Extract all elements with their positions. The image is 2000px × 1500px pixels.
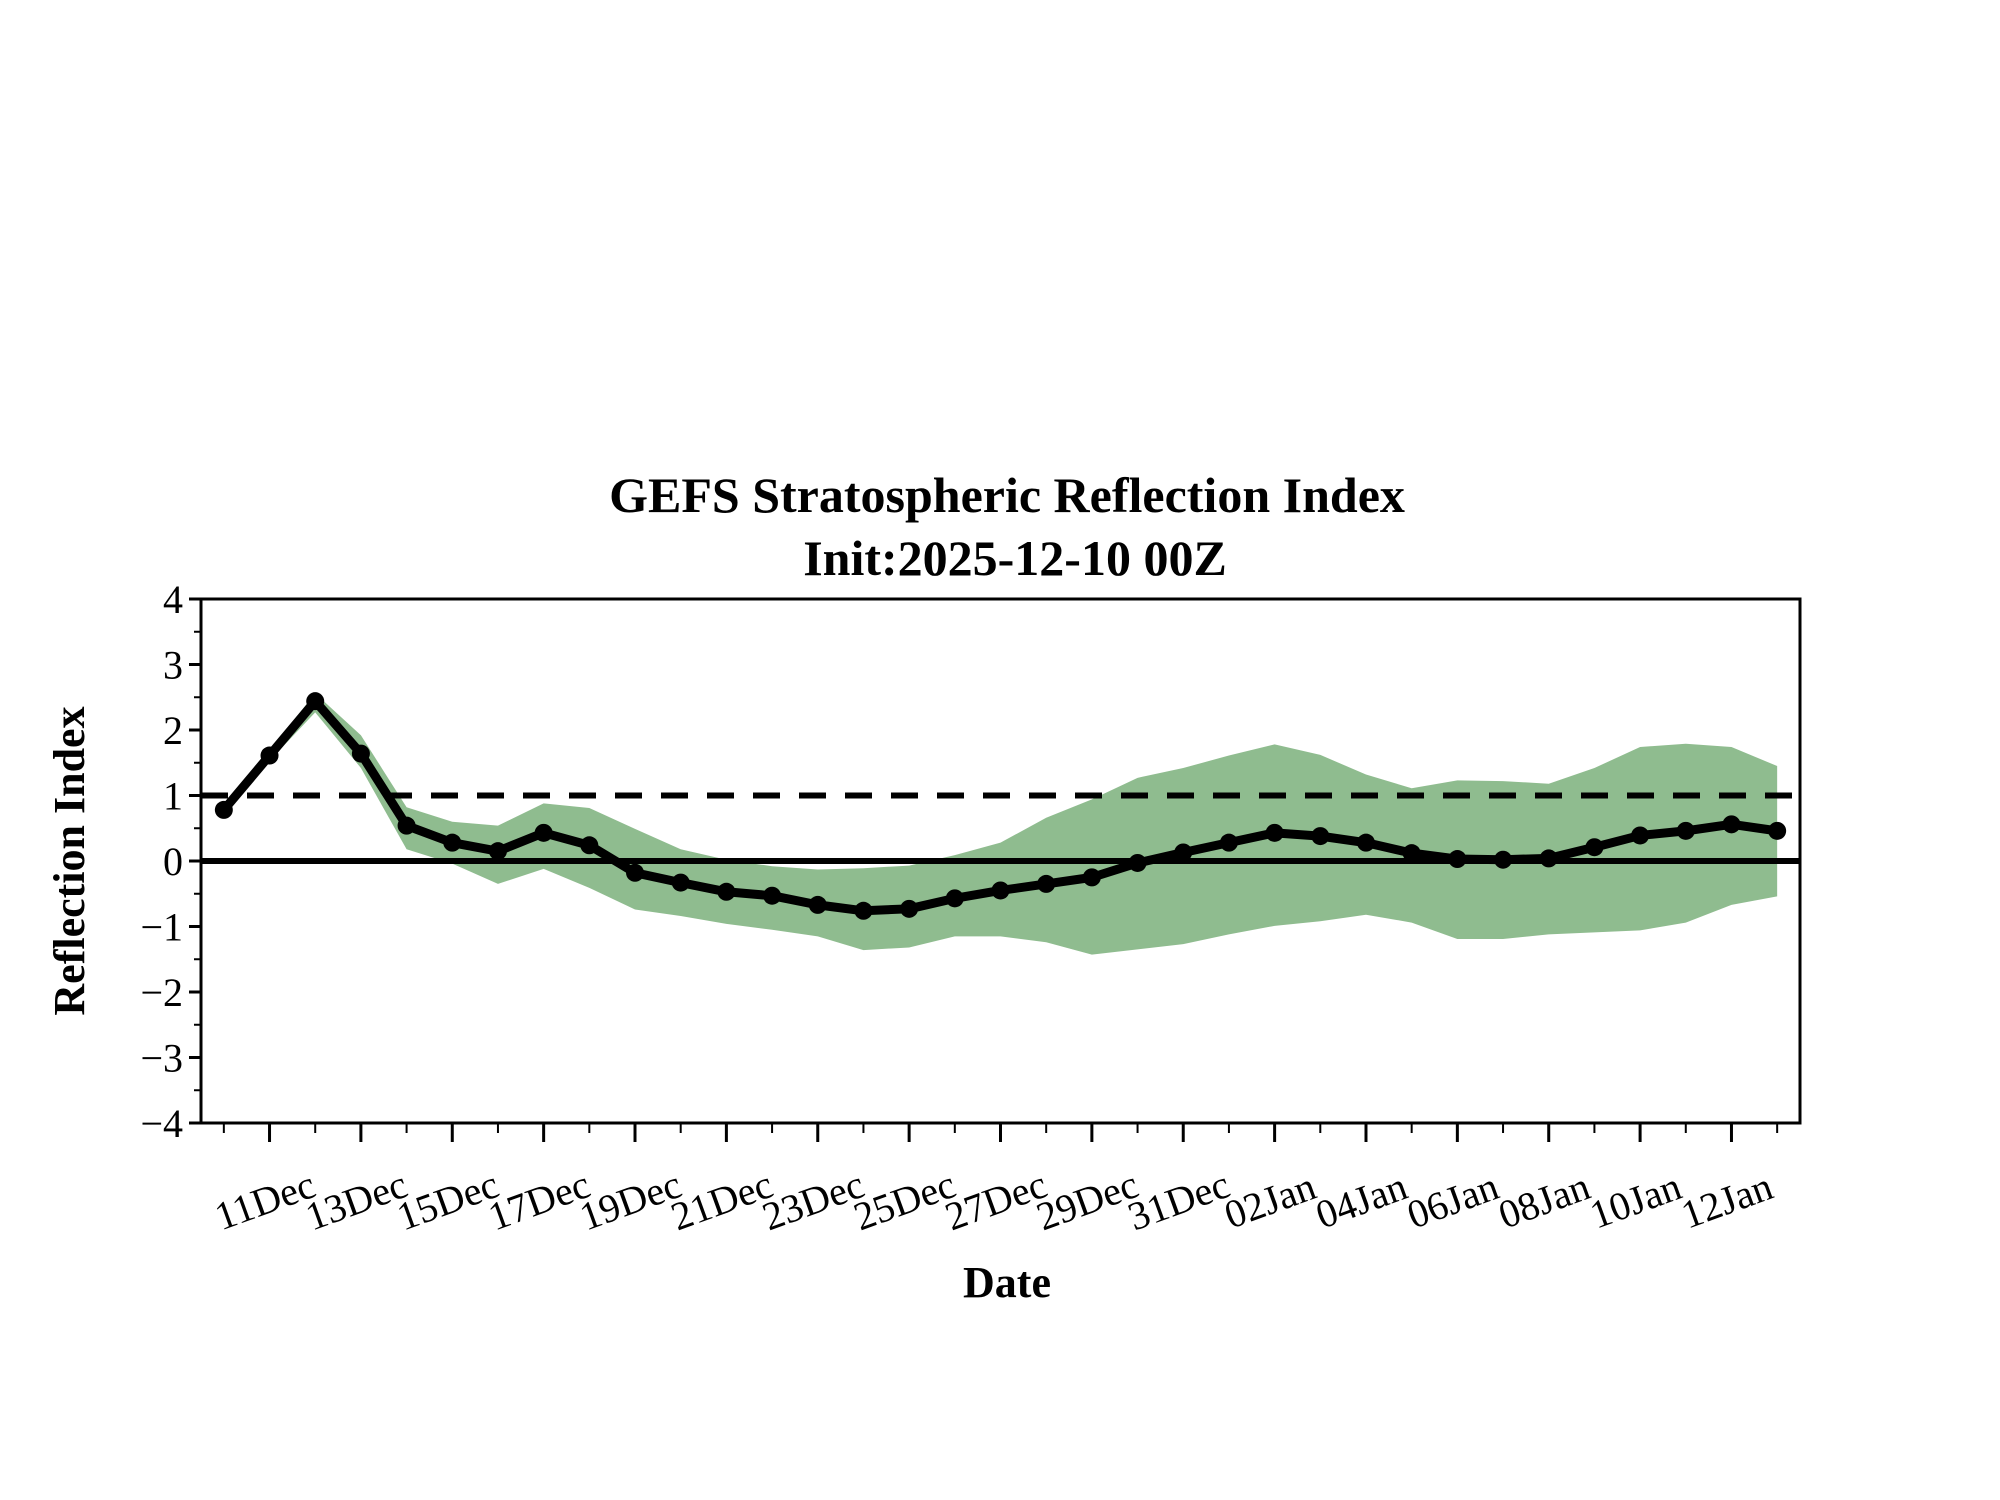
- data-point: [945, 889, 964, 908]
- data-point: [808, 895, 827, 914]
- x-tick-label: 10Jan: [1584, 1163, 1687, 1237]
- data-point: [1494, 850, 1513, 869]
- data-point: [1128, 853, 1147, 872]
- data-point: [260, 746, 279, 765]
- data-point: [1722, 815, 1741, 834]
- data-point: [900, 899, 919, 918]
- y-tick-label: 2: [163, 708, 183, 753]
- data-point: [626, 863, 645, 882]
- y-tick-label: −1: [140, 905, 183, 950]
- data-point: [1768, 821, 1787, 840]
- data-point: [306, 692, 325, 711]
- data-point: [1356, 833, 1375, 852]
- data-point: [1082, 868, 1101, 887]
- y-tick-label: 1: [163, 774, 183, 819]
- data-point: [671, 873, 690, 892]
- data-point: [351, 744, 370, 763]
- data-point: [534, 823, 553, 842]
- x-tick-label: 04Jan: [1310, 1163, 1413, 1237]
- y-tick-label: 0: [163, 839, 183, 884]
- data-point: [1631, 826, 1650, 845]
- x-tick-label: 08Jan: [1493, 1163, 1596, 1237]
- data-point: [1448, 850, 1467, 869]
- x-tick-label: 12Jan: [1675, 1163, 1778, 1237]
- data-point: [488, 842, 507, 861]
- y-axis-label: Reflection Index: [45, 706, 94, 1015]
- data-point: [717, 882, 736, 901]
- data-point: [580, 836, 599, 855]
- data-point: [1539, 849, 1558, 868]
- data-point: [1265, 823, 1284, 842]
- data-point: [443, 833, 462, 852]
- data-point: [1585, 838, 1604, 857]
- data-point: [1676, 821, 1695, 840]
- chart-title: GEFS Stratospheric Reflection Index: [609, 467, 1405, 523]
- y-tick-label: 3: [163, 643, 183, 688]
- y-tick-label: −2: [140, 970, 183, 1015]
- x-tick-label: 31Dec: [1122, 1161, 1236, 1239]
- x-tick-label: 02Jan: [1218, 1163, 1321, 1237]
- data-point: [397, 816, 416, 835]
- ensemble-spread-band: [223, 693, 1778, 955]
- y-tick-label: −4: [140, 1101, 183, 1146]
- x-axis-label: Date: [963, 1258, 1051, 1307]
- data-point: [763, 886, 782, 905]
- plot-area: 43210−1−2−3−411Dec13Dec15Dec17Dec19Dec21…: [140, 577, 1802, 1239]
- data-point: [214, 800, 233, 819]
- y-tick-label: 4: [163, 577, 183, 622]
- data-point: [1219, 833, 1238, 852]
- y-tick-label: −3: [140, 1036, 183, 1081]
- data-point: [854, 901, 873, 920]
- x-tick-label: 06Jan: [1401, 1163, 1504, 1237]
- data-point: [1174, 843, 1193, 862]
- data-point: [1311, 827, 1330, 846]
- data-point: [1402, 844, 1421, 863]
- data-point: [1037, 874, 1056, 893]
- data-point: [991, 881, 1010, 900]
- chart-subtitle: Init:2025-12-10 00Z: [803, 530, 1227, 586]
